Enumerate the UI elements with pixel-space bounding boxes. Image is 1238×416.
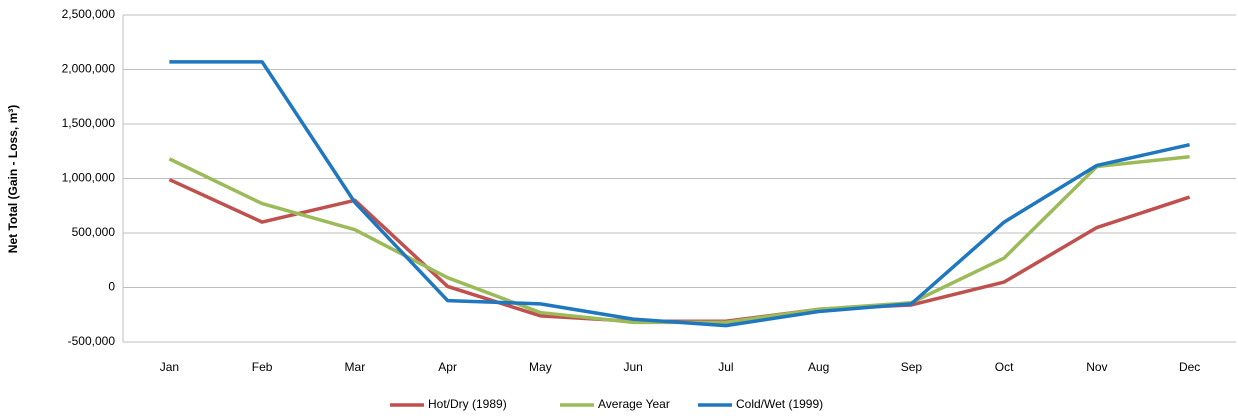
y-tick-label: 1,500,000 — [62, 116, 116, 130]
y-tick-label: 1,000,000 — [62, 171, 116, 185]
y-tick-label: 500,000 — [72, 225, 116, 239]
x-tick-label: Jul — [718, 360, 733, 374]
series-line — [169, 60, 1191, 328]
x-tick-label: Jun — [623, 360, 642, 374]
y-tick-label: 2,000,000 — [62, 62, 116, 76]
legend-label: Cold/Wet (1999) — [736, 397, 823, 411]
legend-label: Average Year — [598, 397, 670, 411]
x-tick-label: Nov — [1086, 360, 1107, 374]
x-tick-label: Jan — [160, 360, 179, 374]
x-tick-label: Apr — [438, 360, 457, 374]
x-tick-label: Mar — [345, 360, 366, 374]
x-tick-label: Aug — [808, 360, 829, 374]
y-tick-label: 2,500,000 — [62, 7, 116, 21]
legend-label: Hot/Dry (1989) — [428, 397, 507, 411]
series-line — [168, 154, 1190, 325]
x-tick-label: Oct — [995, 360, 1014, 374]
y-tick-label: -500,000 — [68, 334, 116, 348]
x-tick-label: May — [529, 360, 552, 374]
x-tick-label: Sep — [901, 360, 923, 374]
x-tick-label: Feb — [252, 360, 273, 374]
y-axis-label: Net Total (Gain - Loss, m³) — [6, 105, 20, 253]
x-tick-label: Dec — [1179, 360, 1200, 374]
y-tick-label: 0 — [108, 280, 115, 294]
